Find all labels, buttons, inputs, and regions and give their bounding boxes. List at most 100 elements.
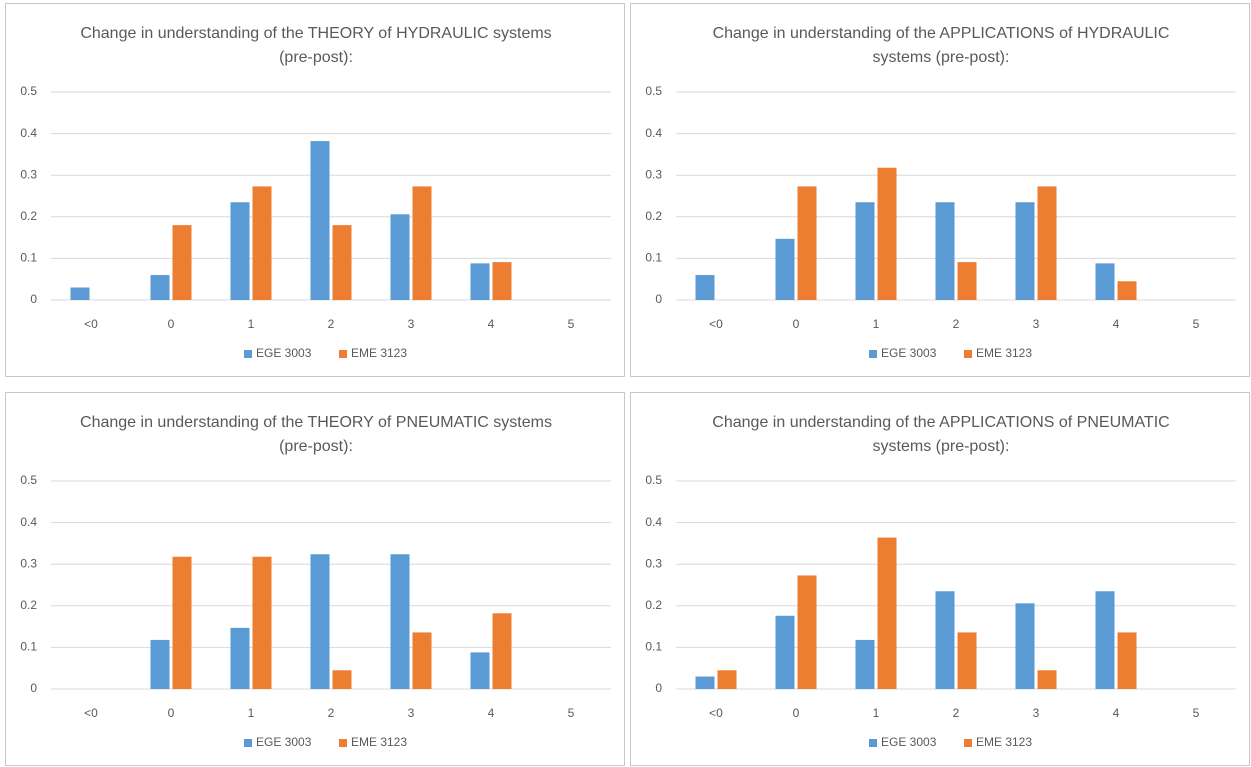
bar [877,537,897,689]
bar [412,632,432,689]
chart-title: Change in understanding of the THEORY of… [80,25,552,66]
bar [470,263,490,300]
chart: 0 0.1 0.2 0.3 0.4 0.5 <0 0 1 2 3 4 5 EGE 3003 EME 3123 [20,473,611,749]
y-tick-label: 0.4 [645,126,662,140]
bar [1095,263,1115,300]
x-tick-label: 2 [328,317,335,331]
x-tick-label: 4 [488,317,495,331]
bar [492,613,512,689]
bar [150,275,170,300]
x-tick-label: <0 [84,706,98,720]
y-tick-label: 0.5 [645,473,662,487]
bar [310,554,330,689]
legend-swatch [339,350,347,358]
y-tick-label: 0 [655,681,662,695]
bar [1037,186,1057,300]
bar [492,262,512,300]
legend-swatch [964,350,972,358]
y-tick-label: 0.3 [20,167,37,181]
x-tick-label: 4 [1113,706,1120,720]
x-tick-label: 0 [168,317,175,331]
y-tick-label: 0.3 [645,167,662,181]
legend-swatch [244,350,252,358]
legend-label: EME 3123 [976,735,1032,749]
chart-panel: Change in understanding of the THEORY of… [5,3,625,377]
bar [412,186,432,300]
bar [855,639,875,689]
y-tick-label: 0 [30,292,37,306]
bar [252,186,272,300]
bar [1015,603,1035,689]
legend-swatch [869,350,877,358]
x-tick-label: <0 [709,706,723,720]
bar [775,615,795,689]
bar [797,186,817,300]
x-tick-label: 1 [248,317,255,331]
x-tick-label: <0 [709,317,723,331]
bar [230,202,250,300]
y-tick-label: 0.4 [20,126,37,140]
bar [1095,591,1115,689]
y-tick-label: 0.1 [20,251,37,265]
y-tick-label: 0.5 [20,84,37,98]
bar [1015,202,1035,300]
bar [1117,281,1137,300]
bar [70,287,90,300]
x-tick-label: <0 [84,317,98,331]
chart: 0 0.1 0.2 0.3 0.4 0.5 <0 0 1 2 3 4 5 EGE 3003 EME 3123 [645,84,1236,360]
x-tick-label: 5 [1193,317,1200,331]
x-tick-label: 3 [408,317,415,331]
x-tick-label: 3 [408,706,415,720]
bar [717,670,737,689]
bar [332,670,352,689]
y-tick-label: 0.3 [645,556,662,570]
x-tick-label: 5 [568,706,575,720]
bar [935,202,955,300]
y-tick-label: 0.2 [20,598,37,612]
y-tick-label: 0.5 [20,473,37,487]
bar [1037,670,1057,689]
bar [775,238,795,300]
x-tick-label: 1 [248,706,255,720]
bar [470,652,490,689]
bar [1117,632,1137,689]
x-tick-label: 2 [953,317,960,331]
chart-panel: Change in understanding of the APPLICATI… [630,392,1250,766]
bar [957,632,977,689]
chart-title: Change in understanding of the THEORY of… [80,414,552,455]
bar [390,214,410,300]
bar [310,141,330,300]
legend-label: EGE 3003 [256,735,312,749]
x-tick-label: 3 [1033,706,1040,720]
bar [252,556,272,689]
y-tick-label: 0.5 [645,84,662,98]
x-tick-label: 1 [873,706,880,720]
y-tick-label: 0.2 [645,209,662,223]
y-tick-label: 0.4 [645,515,662,529]
y-tick-label: 0.1 [645,640,662,654]
y-tick-label: 0.1 [645,251,662,265]
y-tick-label: 0.1 [20,640,37,654]
legend-swatch [339,739,347,747]
legend-label: EGE 3003 [256,346,312,360]
bar [390,554,410,689]
x-tick-label: 0 [793,706,800,720]
y-tick-label: 0.2 [645,598,662,612]
x-tick-label: 4 [1113,317,1120,331]
chart-panel: Change in understanding of the THEORY of… [5,392,625,766]
bar [150,639,170,689]
y-tick-label: 0.2 [20,209,37,223]
x-tick-label: 2 [328,706,335,720]
bar [695,676,715,689]
chart: 0 0.1 0.2 0.3 0.4 0.5 <0 0 1 2 3 4 5 EGE 3003 EME 3123 [20,84,611,360]
y-tick-label: 0 [655,292,662,306]
bar [797,575,817,689]
bar [877,167,897,300]
x-tick-label: 5 [1193,706,1200,720]
legend-label: EGE 3003 [881,735,937,749]
legend-label: EME 3123 [976,346,1032,360]
x-tick-label: 2 [953,706,960,720]
legend-label: EME 3123 [351,346,407,360]
legend-swatch [964,739,972,747]
x-tick-label: 0 [793,317,800,331]
